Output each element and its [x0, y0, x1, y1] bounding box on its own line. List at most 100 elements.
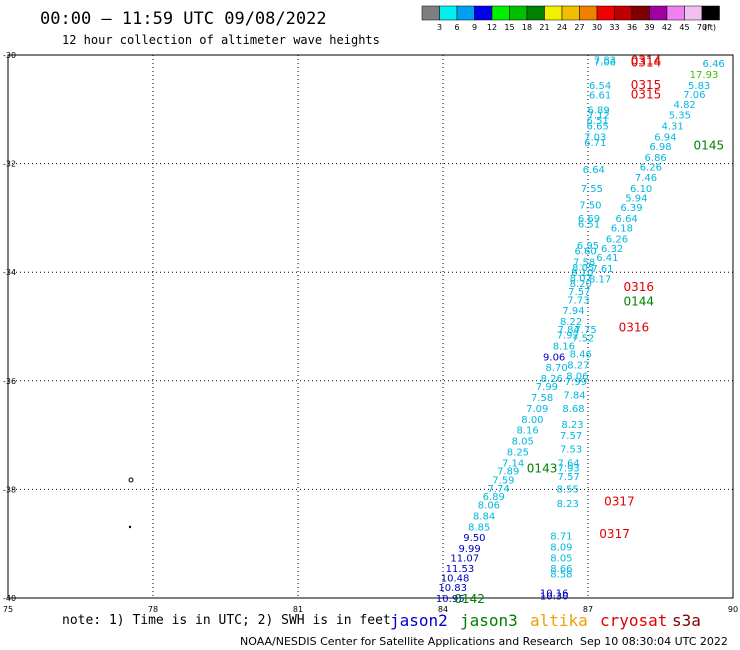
- wave-height-point: 7.92: [557, 331, 579, 342]
- x-tick-label: 84: [438, 605, 448, 614]
- colorbar-swatch: [456, 5, 475, 21]
- wave-height-point: 9.99: [458, 544, 480, 555]
- cycle-label: 0317: [599, 527, 630, 541]
- y-tick-label: -36: [3, 377, 16, 386]
- colorbar-label: 39: [644, 23, 654, 32]
- wave-height-point: 6.39: [620, 203, 642, 214]
- wave-height-point: 4.31: [661, 122, 683, 133]
- wave-height-point: 8.25: [507, 447, 529, 458]
- colorbar-swatch: [649, 5, 668, 21]
- wave-height-point: 6.26: [606, 235, 628, 246]
- cycle-label: 0143: [527, 462, 558, 476]
- cycle-label: 0145: [694, 139, 725, 153]
- cycle-label: 0142: [454, 592, 485, 606]
- wave-height-point: 8.23: [557, 499, 579, 510]
- wave-height-point: 6.26: [640, 162, 662, 173]
- wave-height-point: 7.50: [579, 200, 601, 211]
- colorbar-unit: (ft): [704, 23, 716, 32]
- cycle-label: 0317: [604, 494, 635, 508]
- wave-height-point: 4.82: [674, 100, 696, 111]
- wave-height-point: 10.83: [438, 583, 467, 594]
- wave-height-point: 8.16: [553, 342, 575, 353]
- colorbar-label: 24: [557, 23, 567, 32]
- wave-height-point: 7.09: [526, 404, 548, 415]
- wave-height-point: 8.55: [557, 484, 579, 495]
- wave-height-point: 8.07: [570, 274, 592, 285]
- wave-height-point: 8.46: [570, 350, 592, 361]
- wave-height-point: 6.94: [654, 132, 676, 143]
- wave-height-point: 7.75: [574, 325, 596, 336]
- wave-height-point: 8.66: [550, 564, 572, 575]
- data-points: 7.837.066.546.616.897.126.516.657.036.71…: [436, 55, 725, 605]
- x-tick-label: 90: [728, 605, 738, 614]
- wave-height-point: 6.89: [588, 105, 610, 116]
- wave-height-point: 8.05: [572, 263, 594, 274]
- colorbar-swatch: [526, 5, 545, 21]
- chart-subtitle: 12 hour collection of altimeter wave hei…: [62, 33, 380, 47]
- colorbar-swatch: [579, 5, 598, 21]
- colorbar-label: 70: [697, 23, 707, 32]
- cycle-label: 0315: [631, 88, 662, 102]
- colorbar-label: 30: [592, 23, 602, 32]
- wave-height-point: 8.06: [566, 371, 588, 382]
- wave-height-point: 8.09: [550, 542, 572, 553]
- wave-height-point: 8.71: [550, 532, 572, 543]
- wave-height-point: 5.83: [688, 81, 710, 92]
- cycle-label: 0144: [623, 294, 654, 308]
- wave-height-point: 8.22: [560, 317, 582, 328]
- wave-height-point: 6.51: [578, 219, 600, 230]
- y-tick-label: -32: [3, 160, 16, 169]
- wave-height-point: 6.32: [601, 244, 623, 255]
- colorbar-label: 21: [539, 23, 549, 32]
- wave-height-point: 8.26: [541, 374, 563, 385]
- wave-height-point: 6.18: [611, 224, 633, 235]
- cycle-label: 0314: [631, 53, 662, 67]
- colorbar-label: 9: [472, 23, 477, 32]
- wave-height-point: 7.57: [558, 472, 580, 483]
- wave-height-point: 9.06: [543, 352, 565, 363]
- wave-height-point: 6.86: [645, 153, 667, 164]
- wave-height-point: 7.57: [568, 287, 590, 298]
- wave-height-point: 6.54: [589, 81, 611, 92]
- colorbar-swatch: [491, 5, 510, 21]
- cycle-label: 0315: [631, 78, 662, 92]
- wave-height-point: 6.64: [616, 214, 638, 225]
- wave-height-point: 7.89: [497, 466, 519, 477]
- wave-height-point: 8.68: [562, 404, 584, 415]
- mission-label-cryosat: cryosat: [600, 611, 667, 630]
- wave-height-point: 7.84: [563, 390, 585, 401]
- wave-height-point: 8.27: [567, 361, 589, 372]
- wave-height-point: 7.61: [591, 264, 613, 275]
- wave-height-point: 8.05: [550, 553, 572, 564]
- colorbar-swatch: [631, 5, 650, 21]
- wave-height-point: 7.83: [594, 55, 616, 66]
- mission-label-jason3: jason3: [460, 611, 518, 630]
- colorbar-label: 45: [679, 23, 689, 32]
- wave-height-point: 7.46: [635, 173, 657, 184]
- wave-height-point: 6.65: [587, 122, 609, 133]
- x-tick-label: 78: [148, 605, 158, 614]
- wave-height-point: 8.70: [545, 363, 567, 374]
- wave-height-point: 7.06: [683, 90, 705, 101]
- wave-height-point: 7.57: [560, 431, 582, 442]
- wave-height-point: 8.05: [512, 437, 534, 448]
- wave-height-point: 10.16: [540, 589, 569, 600]
- wave-height-point: 8.58: [550, 570, 572, 581]
- cycle-label: 0314: [631, 56, 662, 70]
- mission-label-s3a: s3a: [672, 611, 701, 630]
- wave-height-point: 6.41: [596, 253, 618, 264]
- wave-height-point: 7.73: [567, 295, 589, 306]
- wave-height-point: 11.07: [450, 553, 479, 564]
- wave-height-point: 7.93: [558, 464, 580, 475]
- wave-height-point: 8.10: [571, 268, 593, 279]
- plot-grid: [8, 55, 733, 598]
- wave-height-point: 17.93: [690, 70, 719, 81]
- wave-height-point: 6.61: [589, 91, 611, 102]
- colorbar-swatch: [421, 5, 440, 21]
- wave-height-point: 7.55: [581, 184, 603, 195]
- wave-height-point: 7.03: [584, 132, 606, 143]
- mission-label-altika: altika: [530, 611, 588, 630]
- y-tick-label: -38: [3, 485, 16, 494]
- x-tick-label: 87: [583, 605, 593, 614]
